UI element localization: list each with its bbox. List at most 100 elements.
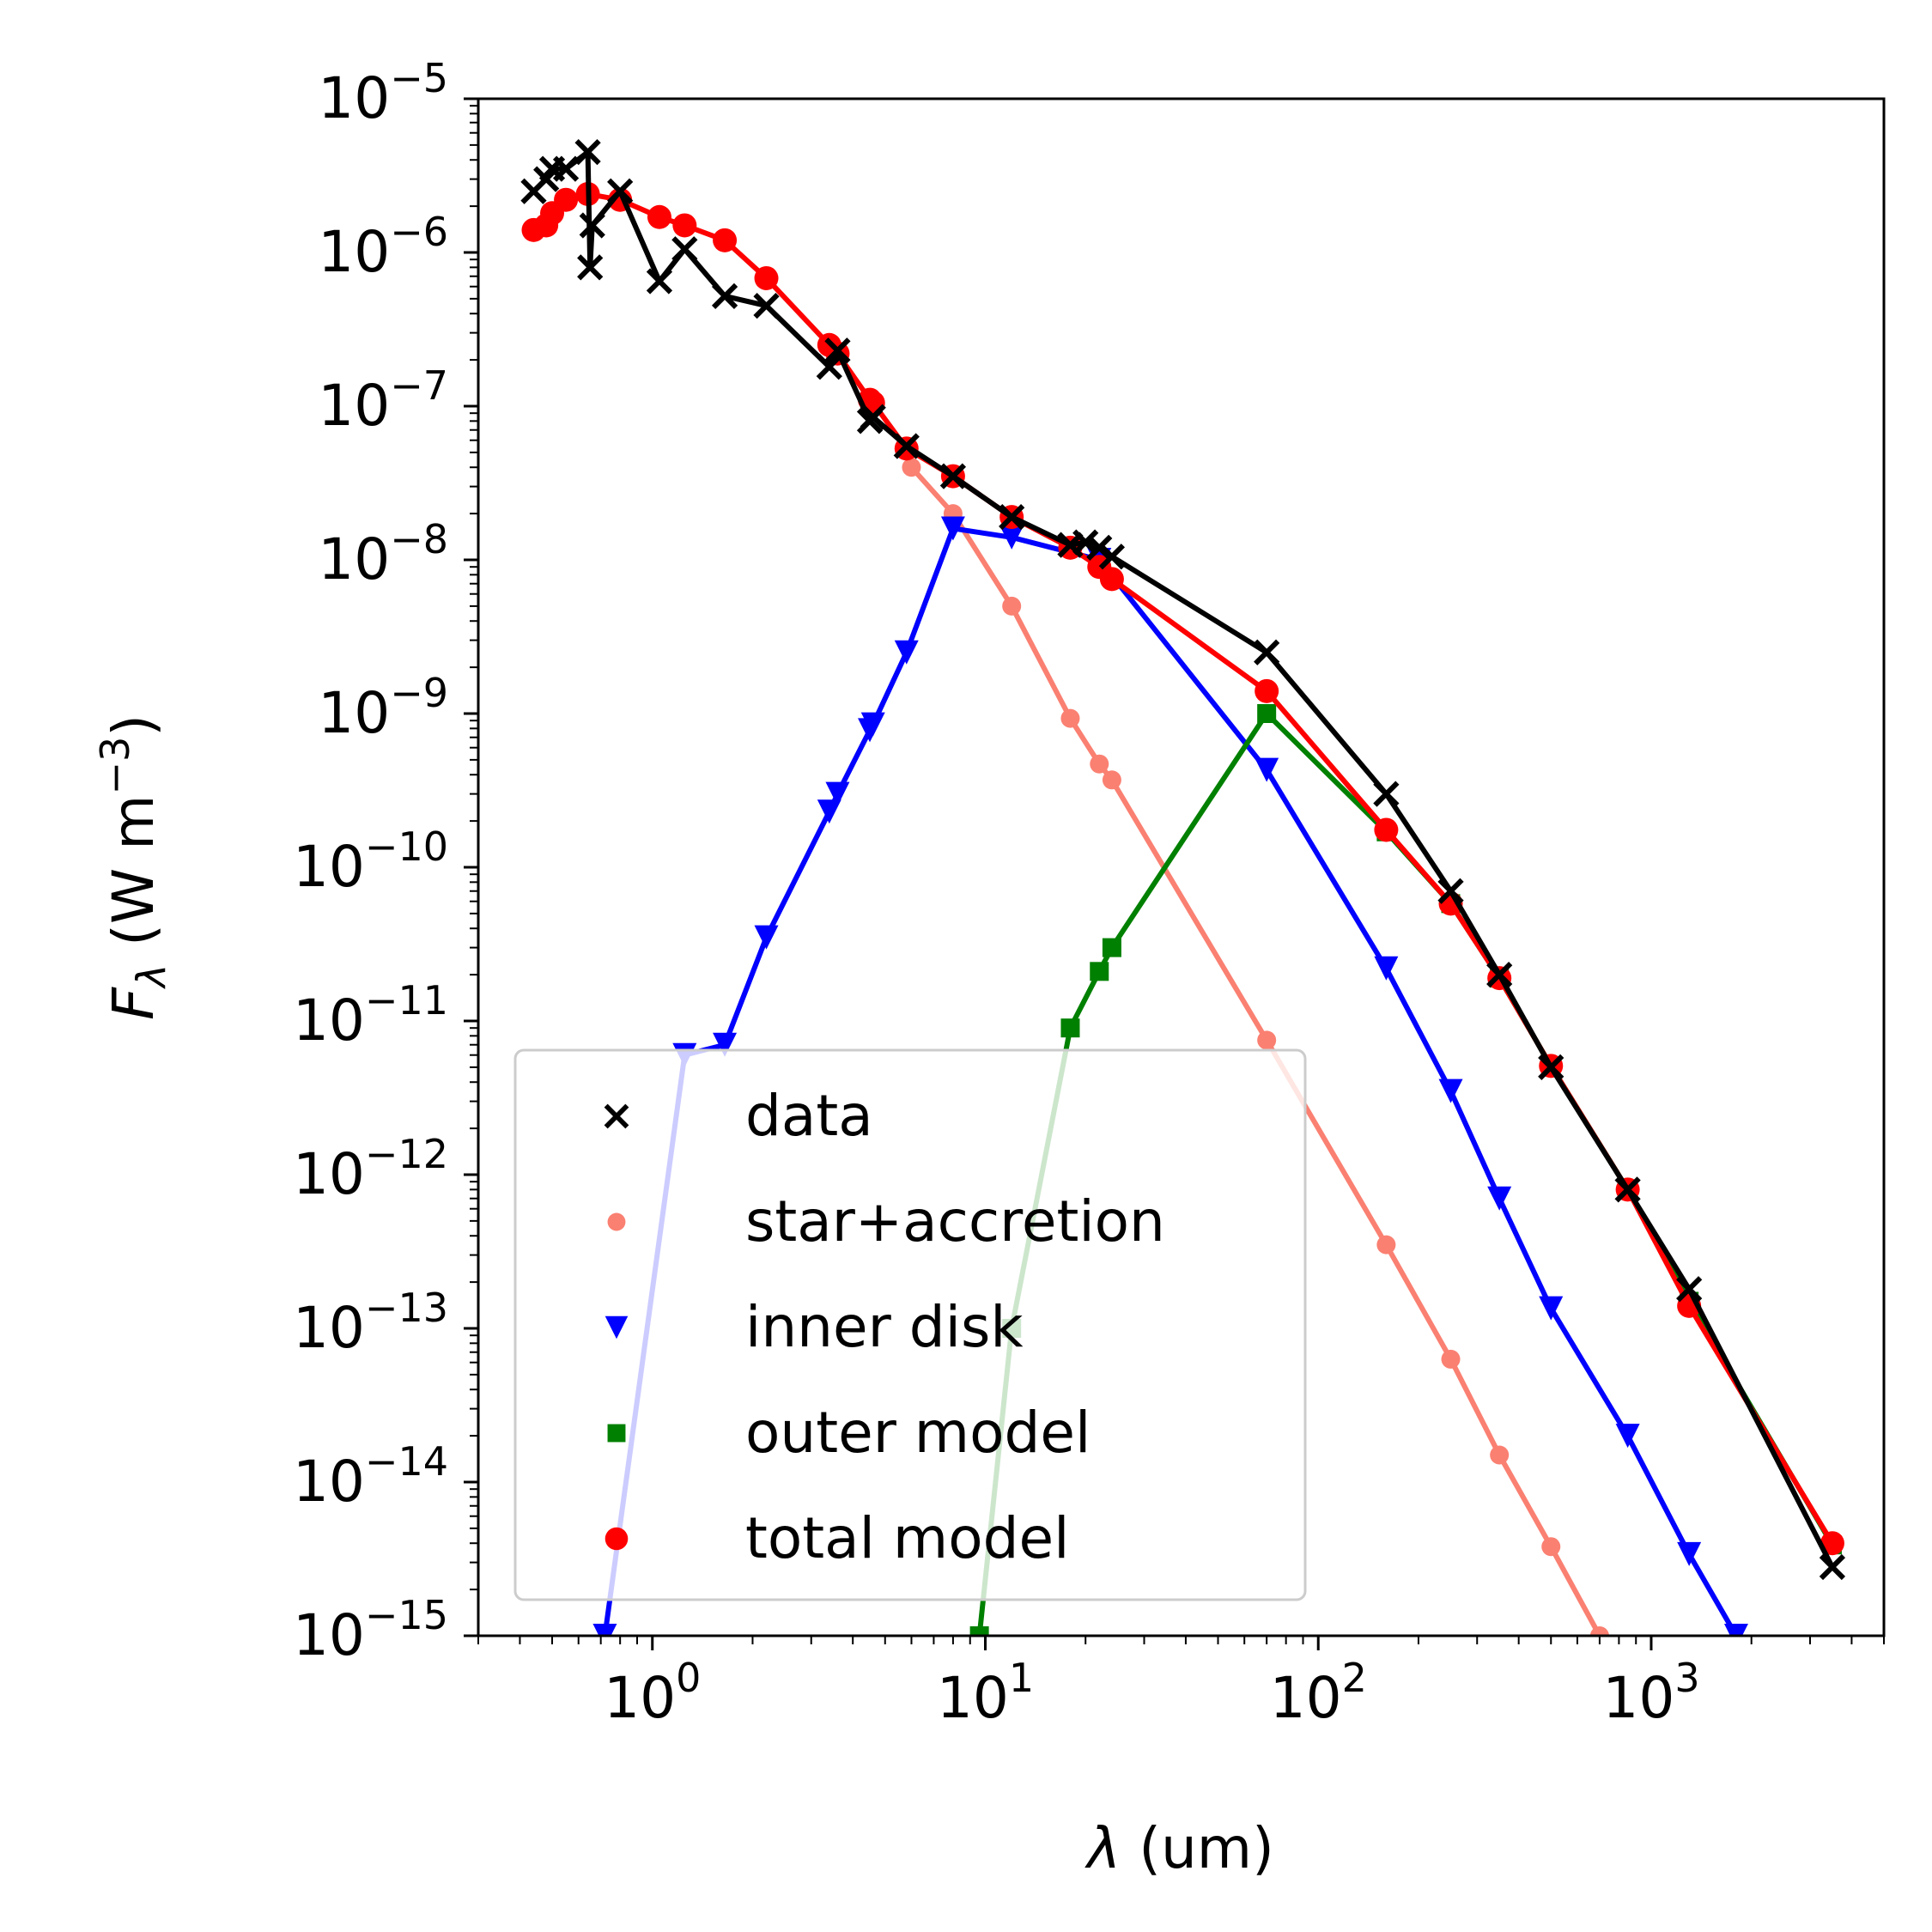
data-point: [1257, 1030, 1277, 1050]
legend-marker: [605, 1527, 629, 1551]
data-point: [577, 254, 604, 281]
y-tick-label: 10−13: [293, 1285, 448, 1361]
data-point: [1254, 639, 1280, 665]
y-tick-label: 10−6: [318, 209, 448, 285]
data-point: [999, 503, 1025, 531]
data-point: [554, 187, 579, 212]
data-point: [1676, 1276, 1703, 1303]
y-tick-label: 10−11: [293, 977, 448, 1054]
data-point: [902, 458, 921, 477]
data-point: [754, 265, 779, 290]
data-point: [824, 337, 851, 364]
data-point: [1002, 596, 1022, 616]
data-point: [1437, 878, 1464, 904]
data-point: [1374, 817, 1399, 842]
data-point: [754, 925, 779, 950]
data-point: [1072, 529, 1099, 556]
x-tick-label: 103: [1602, 1655, 1699, 1731]
legend-label: star+accretion: [745, 1188, 1165, 1255]
legend-marker: [605, 1315, 629, 1340]
y-tick-label: 10−12: [293, 1131, 448, 1207]
series-star-accretion: [902, 458, 1609, 1636]
data-point: [1102, 938, 1121, 957]
data-point: [1615, 1424, 1640, 1449]
data-point: [969, 1626, 989, 1636]
data-point: [1541, 1537, 1561, 1557]
y-tick-label: 10−15: [293, 1592, 448, 1668]
legend-entry: inner disk: [605, 1294, 1024, 1360]
data-point: [860, 712, 885, 737]
legend-marker: [607, 1212, 626, 1231]
legend-entry: total model: [605, 1505, 1069, 1571]
data-point: [672, 213, 697, 238]
data-point: [1538, 1054, 1564, 1081]
data-point: [1820, 1531, 1844, 1556]
data-point: [713, 1032, 738, 1057]
data-point: [1614, 1176, 1641, 1203]
legend-label: outer model: [745, 1400, 1091, 1466]
ticks-layer: [464, 97, 1885, 1650]
y-tick-label: 10−9: [318, 670, 448, 746]
tick-labels-layer: 100 101 102 103 10−5 10−6 10−7 10−8 10−9 10−10 10−…: [293, 55, 1700, 1731]
data-point: [713, 228, 738, 252]
data-point: [1257, 704, 1277, 723]
series-layer: [520, 138, 1846, 1636]
data-point: [1099, 567, 1124, 592]
legend-label: inner disk: [745, 1294, 1024, 1360]
data-point: [607, 178, 634, 204]
legend-box: [513, 1048, 1307, 1601]
x-axis-title: λ (um): [1084, 1815, 1274, 1881]
series-data: [520, 138, 1846, 1581]
data-point: [579, 212, 605, 239]
data-point: [671, 236, 698, 263]
y-axis-title: Fλ (W m−3): [92, 714, 174, 1020]
data-point: [552, 155, 580, 182]
y-tick-label: 10−7: [318, 362, 448, 439]
data-point: [647, 204, 671, 229]
data-point: [1589, 1626, 1609, 1636]
x-tick-label: 101: [937, 1655, 1034, 1731]
data-point: [711, 283, 738, 309]
data-point: [1090, 754, 1109, 774]
data-point: [1255, 678, 1279, 703]
legend-label: total model: [745, 1505, 1069, 1571]
y-tick-label: 10−5: [318, 55, 448, 131]
data-point: [1374, 956, 1399, 981]
data-point: [1376, 1235, 1396, 1255]
legend-marker: [607, 1424, 626, 1443]
data-point: [894, 640, 919, 665]
data-point: [1819, 1553, 1846, 1581]
data-point: [860, 404, 886, 430]
data-point: [592, 1624, 617, 1636]
data-point: [646, 268, 673, 295]
y-tick-label: 10−10: [293, 823, 448, 900]
data-point: [1255, 757, 1279, 782]
legend: data star+accretion inner disk outer model t…: [513, 1048, 1307, 1601]
data-point: [999, 525, 1024, 550]
data-point: [1086, 534, 1113, 561]
data-point: [1060, 1018, 1080, 1038]
data-point: [1373, 781, 1400, 807]
data-point: [825, 781, 850, 806]
data-point: [1490, 1445, 1510, 1465]
data-point: [1539, 1296, 1564, 1321]
y-tick-label: 10−14: [293, 1438, 448, 1515]
x-tick-label: 102: [1270, 1655, 1367, 1731]
data-point: [817, 799, 841, 824]
series-line: [602, 526, 1739, 1636]
data-point: [1441, 1349, 1461, 1369]
data-point: [1438, 1078, 1463, 1103]
series-line: [909, 465, 1602, 1636]
data-point: [940, 516, 965, 541]
legend-label: data: [745, 1083, 873, 1149]
data-point: [939, 463, 967, 489]
series-line: [532, 191, 1835, 1545]
legend-entry: star+accretion: [607, 1188, 1165, 1255]
data-point: [1060, 708, 1080, 728]
data-point: [1486, 961, 1513, 988]
y-tick-label: 10−8: [318, 516, 448, 592]
data-point: [1098, 544, 1126, 570]
data-point: [1487, 1186, 1512, 1211]
